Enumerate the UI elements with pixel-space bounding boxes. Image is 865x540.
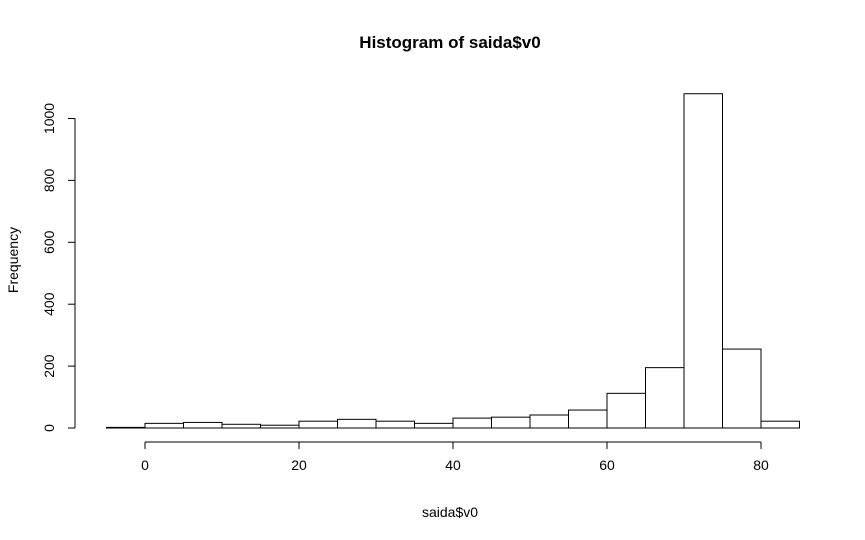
- histogram-bar-12: [568, 409, 608, 429]
- x-tick-label-60: 60: [599, 457, 615, 473]
- histogram-bar-8: [414, 422, 454, 429]
- y-axis: 0 200 400 600 800 1000: [41, 103, 76, 432]
- x-axis: 0 20 40 60 80: [141, 441, 769, 473]
- histogram-bar-7: [375, 420, 415, 429]
- histogram-bar-0: [106, 426, 146, 429]
- y-tick-label-0: 0: [41, 424, 57, 432]
- histogram-bar-14: [645, 367, 685, 429]
- y-tick-label-200: 200: [41, 354, 57, 378]
- x-tick-label-80: 80: [753, 457, 769, 473]
- histogram-bar-16: [722, 348, 762, 429]
- histogram-bar-5: [298, 420, 338, 429]
- y-axis-label: Frequency: [5, 227, 21, 293]
- histogram-bar-6: [337, 418, 377, 429]
- x-axis-label: saida$v0: [422, 504, 478, 520]
- y-tick-label-800: 800: [41, 169, 57, 193]
- y-tick-label-600: 600: [41, 230, 57, 254]
- histogram-bar-4: [260, 424, 300, 429]
- chart-title: Histogram of saida$v0: [359, 33, 540, 52]
- x-tick-label-20: 20: [291, 457, 307, 473]
- y-tick-label-1000: 1000: [41, 103, 57, 134]
- histogram-bar-1: [144, 422, 184, 429]
- bars-group: [106, 93, 800, 429]
- histogram-bar-15: [683, 93, 723, 429]
- histogram-bar-9: [452, 417, 492, 429]
- histogram-bar-10: [491, 416, 531, 429]
- y-tick-label-400: 400: [41, 292, 57, 316]
- x-tick-label-0: 0: [141, 457, 149, 473]
- histogram-bar-11: [529, 414, 569, 429]
- x-tick-label-40: 40: [445, 457, 461, 473]
- histogram-bar-3: [221, 423, 261, 429]
- histogram-bar-13: [606, 392, 646, 429]
- histogram-bar-2: [183, 421, 223, 429]
- histogram-bar-17: [760, 420, 800, 429]
